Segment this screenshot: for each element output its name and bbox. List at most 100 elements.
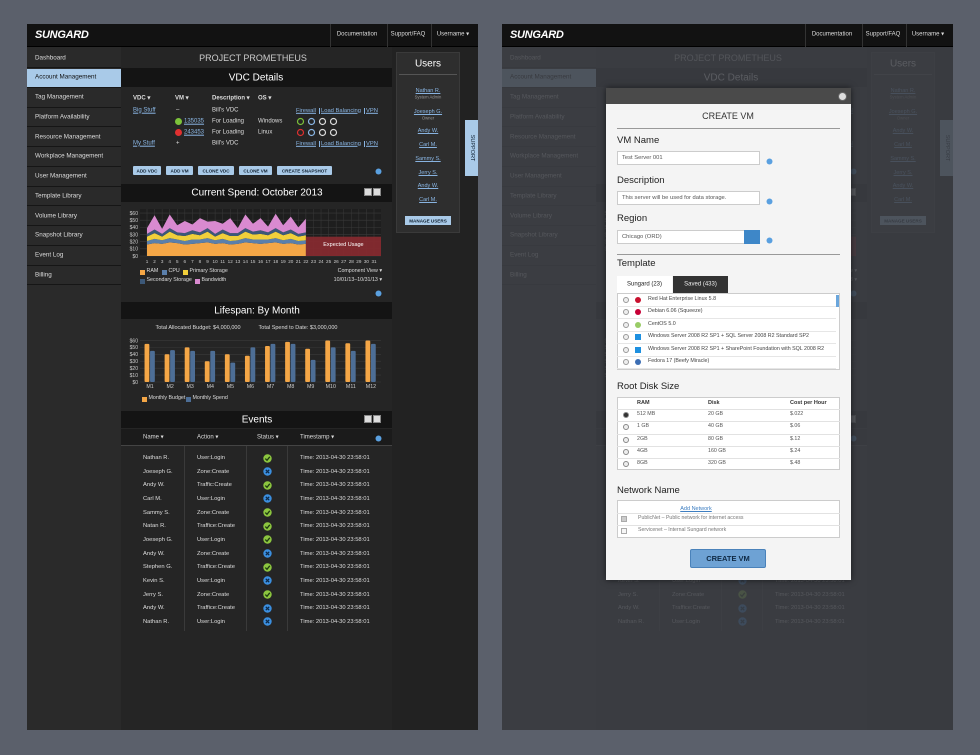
button-label: CREATE SNAPSHOT (281, 167, 328, 173)
button[interactable] (133, 166, 161, 175)
chart-control[interactable]: 10/01/13–10/31/13 ▾ (333, 277, 382, 284)
radio[interactable] (623, 297, 629, 303)
user-link[interactable]: Andy W. (417, 127, 439, 134)
user-link[interactable]: Carl M. (419, 196, 437, 203)
radio[interactable] (623, 346, 629, 353)
header-link[interactable]: Documentation (336, 31, 378, 38)
legend-label: CPU (168, 268, 180, 275)
action-link[interactable]: VPN (366, 107, 378, 114)
sidebar-item[interactable] (27, 128, 121, 147)
radio[interactable] (623, 424, 629, 431)
disk-cell: 8GB (637, 460, 648, 467)
bar (310, 359, 316, 382)
sidebar-item[interactable] (27, 187, 121, 207)
vm-link[interactable]: 135035 (184, 118, 205, 125)
chart-control[interactable]: Component View ▾ (337, 268, 382, 275)
input[interactable] (617, 151, 760, 165)
radio[interactable] (623, 448, 629, 455)
checkbox[interactable] (621, 516, 627, 522)
sidebar-item[interactable] (27, 89, 121, 108)
radio[interactable] (623, 436, 629, 443)
user-link[interactable]: Sammy S. (415, 155, 441, 162)
y-tick-label: $10 (130, 247, 139, 253)
sidebar-item[interactable] (27, 49, 121, 68)
sidebar-item[interactable] (27, 247, 121, 266)
legend-swatch (186, 396, 191, 402)
section-title: Events (241, 414, 273, 426)
radio[interactable] (623, 334, 629, 341)
template-item: Fedora 17 (Beefy Miracle) (648, 358, 710, 365)
disk-cell: 40 GB (708, 423, 724, 430)
bar (230, 362, 236, 382)
row-divider (617, 445, 840, 447)
header-link[interactable]: Documentation (811, 31, 853, 38)
sidebar-item[interactable] (27, 227, 121, 246)
button[interactable] (239, 166, 272, 175)
info-icon (766, 198, 772, 204)
x-tick-label: 8 (199, 259, 202, 264)
button[interactable] (277, 166, 332, 175)
radio[interactable] (623, 359, 629, 365)
action-link[interactable]: VPN (366, 140, 378, 147)
event-action: User:Login (197, 577, 226, 584)
checkbox[interactable] (621, 528, 627, 534)
button[interactable] (198, 166, 234, 175)
sidebar (27, 47, 121, 730)
create-button[interactable] (690, 549, 766, 568)
header-link[interactable]: Support/FAQ (390, 31, 426, 38)
x-tick-label: 21 (296, 259, 302, 264)
radio[interactable] (623, 309, 629, 316)
sidebar-item[interactable] (27, 266, 121, 286)
radio[interactable] (623, 412, 629, 418)
y-tick-label: $60 (130, 211, 139, 217)
action-link[interactable]: Load Balancing (321, 140, 361, 147)
input[interactable] (617, 191, 760, 205)
support-tab[interactable] (465, 120, 478, 176)
action-link[interactable]: Load Balancing (321, 107, 361, 114)
sidebar-item[interactable] (27, 207, 121, 226)
vm-link[interactable]: 243453 (184, 129, 205, 136)
user-link[interactable]: Jerry S. (418, 169, 438, 176)
tab[interactable] (673, 276, 728, 293)
os-icon (635, 346, 641, 353)
legend-swatch (140, 269, 145, 275)
section-title: VDC Details (228, 72, 284, 84)
os-icon (635, 334, 641, 341)
legend-label: Bandwidth (201, 277, 227, 284)
add-network[interactable]: Add Network (680, 505, 712, 512)
event-action: User:Login (197, 495, 226, 502)
network-item: Servicenet – Internal Sungard network (638, 527, 727, 534)
create-button-label: CREATE VM (706, 553, 750, 563)
button[interactable] (166, 166, 193, 175)
radio[interactable] (623, 321, 629, 328)
action-link[interactable]: Firewall (296, 140, 316, 147)
radio[interactable] (623, 461, 629, 468)
tab[interactable] (617, 276, 672, 293)
event-time: Time: 2013-04-30 23:58:01 (300, 618, 370, 625)
user-link[interactable]: Carl M. (419, 141, 437, 148)
user-link[interactable]: Andy W. (417, 182, 439, 189)
vdc-link[interactable]: Big Stuff (133, 107, 156, 114)
action-link[interactable]: Firewall (296, 107, 316, 114)
button[interactable] (405, 216, 451, 225)
header-link[interactable]: Username ▾ (436, 31, 470, 38)
bar (190, 350, 196, 382)
user-link[interactable]: Nathan R. (415, 87, 441, 94)
tab-label: Sungard (23) (626, 281, 663, 288)
x-tick-label: 12 (228, 259, 234, 264)
sidebar-item[interactable] (27, 168, 121, 187)
user-link[interactable]: Joeseph G. (413, 108, 443, 115)
close-button[interactable] (838, 92, 847, 101)
sidebar-item[interactable] (27, 148, 121, 167)
sidebar-item[interactable] (27, 68, 121, 88)
vdc-link[interactable]: My Stuff (133, 140, 155, 147)
bar (244, 355, 250, 382)
event-name: Andy W. (143, 482, 165, 489)
header-link[interactable]: Support/FAQ (865, 31, 901, 38)
field-label: Root Disk Size (617, 380, 680, 392)
event-name: Joeseph G. (143, 468, 173, 475)
header-link[interactable]: Username ▾ (911, 31, 945, 38)
sidebar-item[interactable] (27, 108, 121, 128)
template-item: Windows Server 2008 R2 SP1 + SharePoint … (648, 345, 825, 352)
